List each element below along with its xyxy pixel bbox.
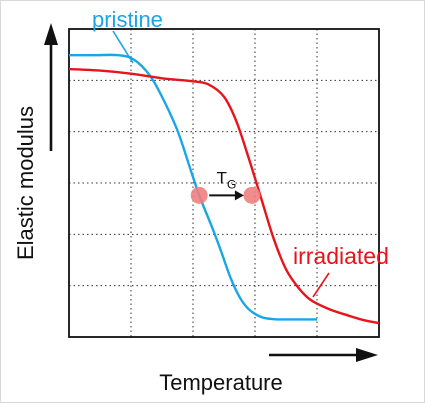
x-axis-arrow [269,348,378,362]
tg-label: TG [217,168,237,191]
x-axis-title: Temperature [159,370,283,395]
tg-marker-pristine [190,186,208,204]
tg-label-subscript: G [227,177,236,191]
pristine-label-leader [112,30,134,64]
tg-arrow-head [234,190,244,201]
series-layer [68,53,380,325]
series-label-irradiated: irradiated [293,243,389,269]
tg-marker-irradiated [243,186,261,204]
grid [69,29,379,337]
series-line-pristine [69,53,318,321]
plot-area [68,28,380,338]
tg-annotation: TG [190,168,261,204]
tg-label-main: T [217,168,227,187]
y-axis-arrow [44,23,58,151]
series-line-irradiated [68,67,380,325]
y-axis-title: Elastic modulus [13,106,38,260]
series-label-pristine: pristine [92,7,163,32]
irradiated-label-leader [312,272,330,298]
